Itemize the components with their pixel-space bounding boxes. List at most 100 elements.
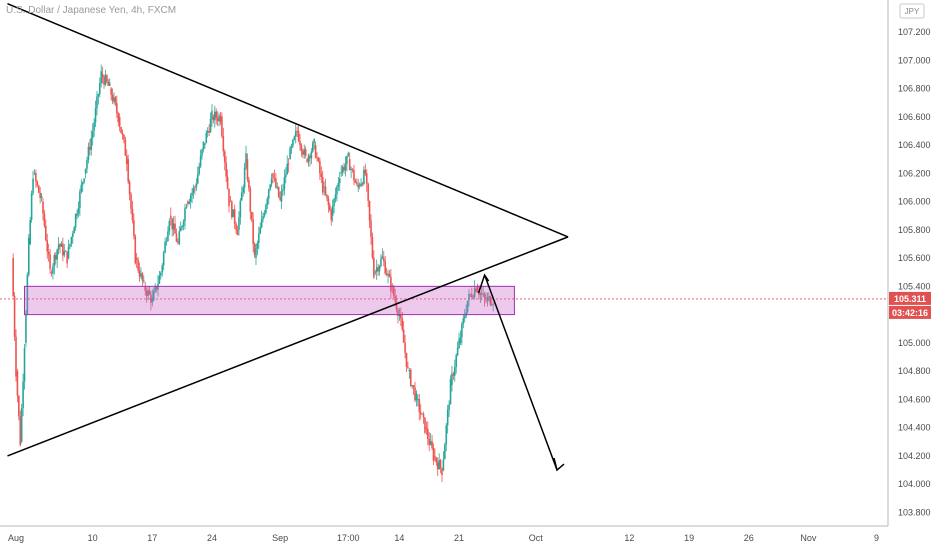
- candle-body: [306, 159, 308, 162]
- countdown-tag-label: 03:42:16: [892, 308, 928, 318]
- candle-body: [256, 243, 259, 249]
- price-tag-label: 105.311: [894, 294, 926, 304]
- candle-body: [100, 71, 102, 84]
- y-tick-label: 106.400: [898, 140, 931, 150]
- candle-body: [361, 183, 364, 185]
- candle-body: [23, 347, 26, 382]
- candle-body: [397, 309, 399, 317]
- x-tick-label: 14: [394, 533, 404, 543]
- triangle-lower-trendline[interactable]: [7, 236, 569, 457]
- candle-body: [175, 233, 178, 242]
- candle-body: [279, 197, 281, 200]
- candle-body: [313, 139, 315, 143]
- candle-body: [108, 82, 111, 86]
- candle-body: [265, 204, 267, 214]
- candle-body: [232, 209, 235, 218]
- candle-body: [341, 167, 344, 173]
- y-tick-label: 104.800: [898, 366, 931, 376]
- candle-body: [409, 369, 412, 386]
- candle-body: [81, 182, 84, 185]
- triangle-upper-trendline[interactable]: [7, 3, 569, 238]
- candle-body: [124, 139, 127, 156]
- candle-body: [236, 229, 239, 236]
- x-tick-label: Oct: [529, 533, 544, 543]
- plot-area[interactable]: [0, 0, 888, 526]
- candle-body: [49, 254, 51, 270]
- candle-body: [130, 194, 132, 209]
- candle-body: [118, 116, 121, 128]
- candle-body: [104, 75, 107, 85]
- candle-body: [429, 441, 432, 445]
- x-tick-label: 21: [454, 533, 464, 543]
- candle-body: [125, 155, 128, 164]
- candle-body: [45, 225, 47, 241]
- candle-body: [117, 113, 120, 123]
- candle-body: [378, 265, 381, 272]
- candle-body: [62, 243, 64, 256]
- candle-body: [243, 167, 246, 188]
- candle-body: [395, 301, 398, 310]
- candle-body: [258, 233, 260, 244]
- candle-body: [485, 300, 487, 302]
- candle-body: [441, 468, 443, 476]
- candle-body: [72, 233, 74, 238]
- candle-body: [218, 115, 220, 121]
- candle-body: [18, 395, 20, 417]
- y-tick-label: 104.400: [898, 423, 931, 433]
- candle-body: [453, 367, 456, 376]
- candle-body: [211, 110, 213, 119]
- projection-start-hook: [477, 273, 490, 294]
- candle-body: [489, 296, 492, 305]
- candle-body: [421, 413, 423, 415]
- candle-body: [250, 211, 253, 220]
- candle-body: [160, 272, 162, 276]
- candle-body: [294, 131, 297, 137]
- candle-body: [283, 177, 286, 190]
- candle-body: [434, 455, 436, 458]
- candle-body: [240, 192, 243, 201]
- candle-body: [57, 244, 60, 250]
- projection-arrow-line[interactable]: [483, 274, 558, 471]
- projection-arrowhead: [553, 457, 565, 472]
- candle-body: [302, 151, 304, 155]
- candle-body: [422, 413, 425, 418]
- candle-body: [201, 149, 203, 156]
- candle-body: [272, 173, 274, 178]
- candle-body: [330, 210, 333, 221]
- support-zone[interactable]: [24, 285, 515, 316]
- y-tick-label: 107.200: [898, 27, 931, 37]
- candle-body: [404, 342, 406, 353]
- candle-body: [238, 217, 240, 230]
- candle-body: [280, 190, 283, 202]
- candle-body: [231, 201, 233, 218]
- currency-badge[interactable]: JPY: [899, 3, 925, 19]
- y-axis[interactable]: 107.200 107.000 106.800 106.600 106.400 106.2…: [887, 0, 931, 526]
- candle-body: [275, 178, 277, 188]
- candle-body: [199, 155, 202, 167]
- candle-body: [350, 168, 352, 171]
- candle-body: [167, 231, 169, 241]
- candle-body: [380, 258, 382, 266]
- candle-body: [111, 94, 114, 102]
- candle-body: [347, 153, 350, 157]
- candle-body: [164, 241, 166, 253]
- candle-body: [468, 293, 470, 301]
- candle-body: [370, 220, 372, 237]
- candle-body: [225, 162, 227, 177]
- candle-body: [348, 159, 351, 171]
- candle-body: [73, 227, 76, 234]
- candle-body: [466, 300, 469, 313]
- candle-body: [239, 200, 242, 218]
- candle-body: [87, 146, 90, 160]
- x-axis[interactable]: Aug 10 17 24 Sep 17:00 14 21 Oct 12 19 26 Nov 9: [0, 525, 888, 543]
- candle-body: [192, 187, 195, 193]
- candle-body: [326, 194, 328, 199]
- candle-body: [269, 184, 271, 190]
- candle-body: [354, 180, 357, 183]
- candle-body: [357, 184, 360, 188]
- candle-body: [363, 169, 365, 185]
- candle-body: [286, 163, 289, 175]
- y-tick-label: 105.800: [898, 225, 931, 235]
- candle-body: [208, 130, 210, 133]
